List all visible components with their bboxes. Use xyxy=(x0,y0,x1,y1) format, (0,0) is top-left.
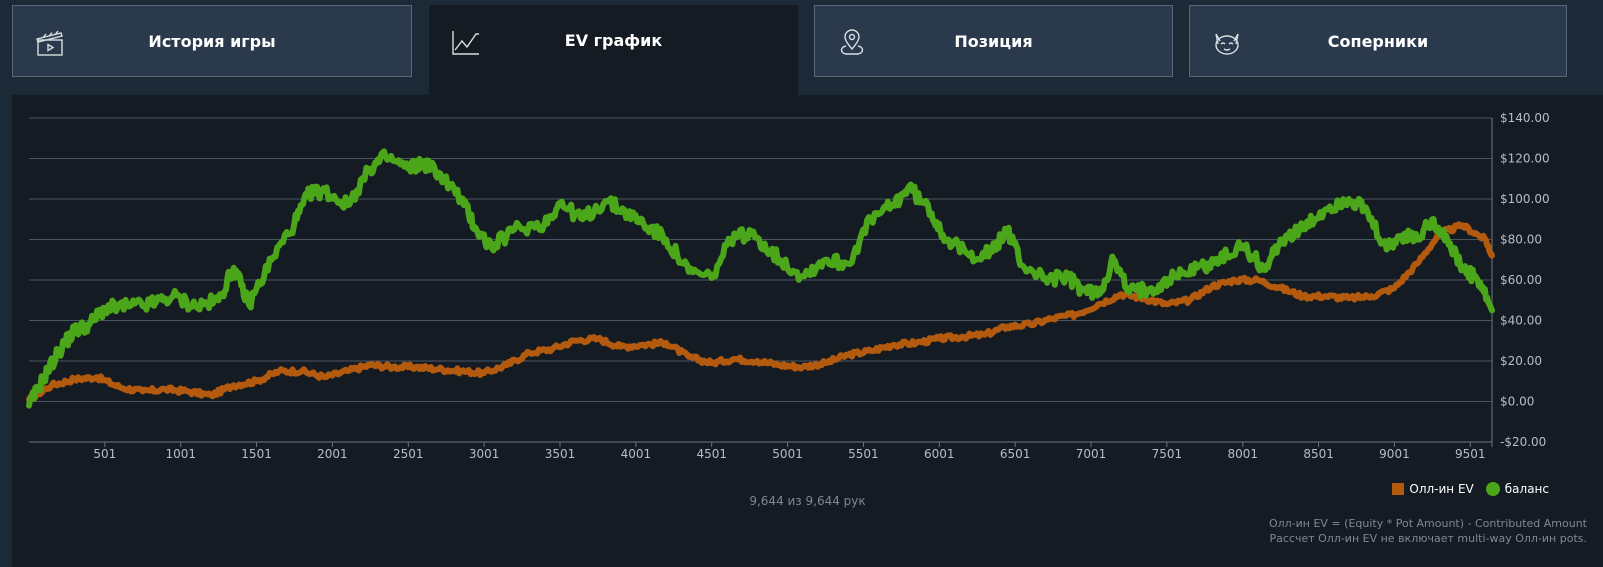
x-tick-label: 8001 xyxy=(1227,447,1258,461)
legend-swatch-allin-ev xyxy=(1392,483,1405,495)
tab-label: EV график xyxy=(564,31,663,50)
y-tick-label: $20.00 xyxy=(1500,354,1542,368)
ev-chart-panel: $140.00 $120.00 $100.00 $80.00 $60.00 $40.00 $… xyxy=(12,95,1603,567)
x-tick-label: 3001 xyxy=(469,447,500,461)
line-chart-icon xyxy=(452,31,479,55)
x-tick-label: 2501 xyxy=(393,447,424,461)
tab-ev-chart[interactable]: EV график xyxy=(429,5,798,95)
grid-layer xyxy=(29,117,1493,447)
x-tick-label: 4001 xyxy=(621,447,652,461)
footnote-line-2: Рассчет Олл-ин EV не включает multi-way … xyxy=(1269,532,1587,545)
ev-footnote: Олл-ин EV = (Equity * Pot Amount) - Cont… xyxy=(1269,516,1587,546)
x-tick-label: 7501 xyxy=(1152,447,1183,461)
y-tick-label: $120.00 xyxy=(1500,152,1550,166)
tab-label: Позиция xyxy=(954,32,1033,51)
x-tick-label: 6001 xyxy=(924,447,955,461)
cat-face-icon xyxy=(1215,33,1239,55)
location-pin-icon xyxy=(840,29,864,55)
series-line-allin-ev xyxy=(26,221,1495,403)
x-tick-label: 8501 xyxy=(1303,447,1334,461)
y-tick-label: $100.00 xyxy=(1500,192,1550,206)
clapperboard-icon xyxy=(36,30,63,56)
x-tick-label: 3501 xyxy=(545,447,576,461)
legend-item-allin-ev[interactable]: Олл-ин EV xyxy=(1392,482,1474,496)
x-tick-label: 9001 xyxy=(1379,447,1410,461)
x-tick-label: 501 xyxy=(93,447,116,461)
y-tick-label: $40.00 xyxy=(1500,314,1542,328)
x-tick-label: 4501 xyxy=(696,447,727,461)
legend-swatch-balance xyxy=(1485,482,1500,496)
hand-counter: 9,644 из 9,644 рук xyxy=(749,494,866,508)
ev-line-chart: $140.00 $120.00 $100.00 $80.00 $60.00 $40.00 $… xyxy=(26,111,1550,461)
series-layer xyxy=(26,148,1495,409)
y-tick-label: $60.00 xyxy=(1500,273,1542,287)
x-tick-label: 6501 xyxy=(1000,447,1031,461)
tab-label: Соперники xyxy=(1327,32,1429,51)
tab-game-history[interactable]: История игры xyxy=(12,5,412,77)
x-tick-label: 5001 xyxy=(772,447,803,461)
tab-label: История игры xyxy=(148,32,276,51)
chart-legend: Олл-ин EV баланс xyxy=(1386,482,1549,496)
x-tick-label: 7001 xyxy=(1076,447,1107,461)
legend-label-allin-ev: Олл-ин EV xyxy=(1409,482,1474,496)
axis-label-layer: $140.00 $120.00 $100.00 $80.00 $60.00 $40.00 $… xyxy=(93,111,1549,461)
y-tick-label: $80.00 xyxy=(1500,233,1542,247)
x-tick-label: 1001 xyxy=(165,447,196,461)
x-tick-label: 9501 xyxy=(1455,447,1486,461)
series-line-balance xyxy=(26,148,1495,409)
tab-bar: История игры EV график Позиция xyxy=(0,0,1603,95)
x-tick-label: 1501 xyxy=(241,447,272,461)
x-tick-label: 5501 xyxy=(848,447,879,461)
legend-item-balance[interactable]: баланс xyxy=(1485,482,1549,496)
y-tick-label: -$20.00 xyxy=(1500,435,1546,449)
x-tick-label: 2001 xyxy=(317,447,348,461)
tab-opponents[interactable]: Соперники xyxy=(1189,5,1567,77)
y-tick-label: $140.00 xyxy=(1500,111,1550,125)
tab-position[interactable]: Позиция xyxy=(814,5,1173,77)
footnote-line-1: Олл-ин EV = (Equity * Pot Amount) - Cont… xyxy=(1268,517,1587,530)
y-tick-label: $0.00 xyxy=(1500,395,1534,409)
legend-label-balance: баланс xyxy=(1504,482,1549,496)
